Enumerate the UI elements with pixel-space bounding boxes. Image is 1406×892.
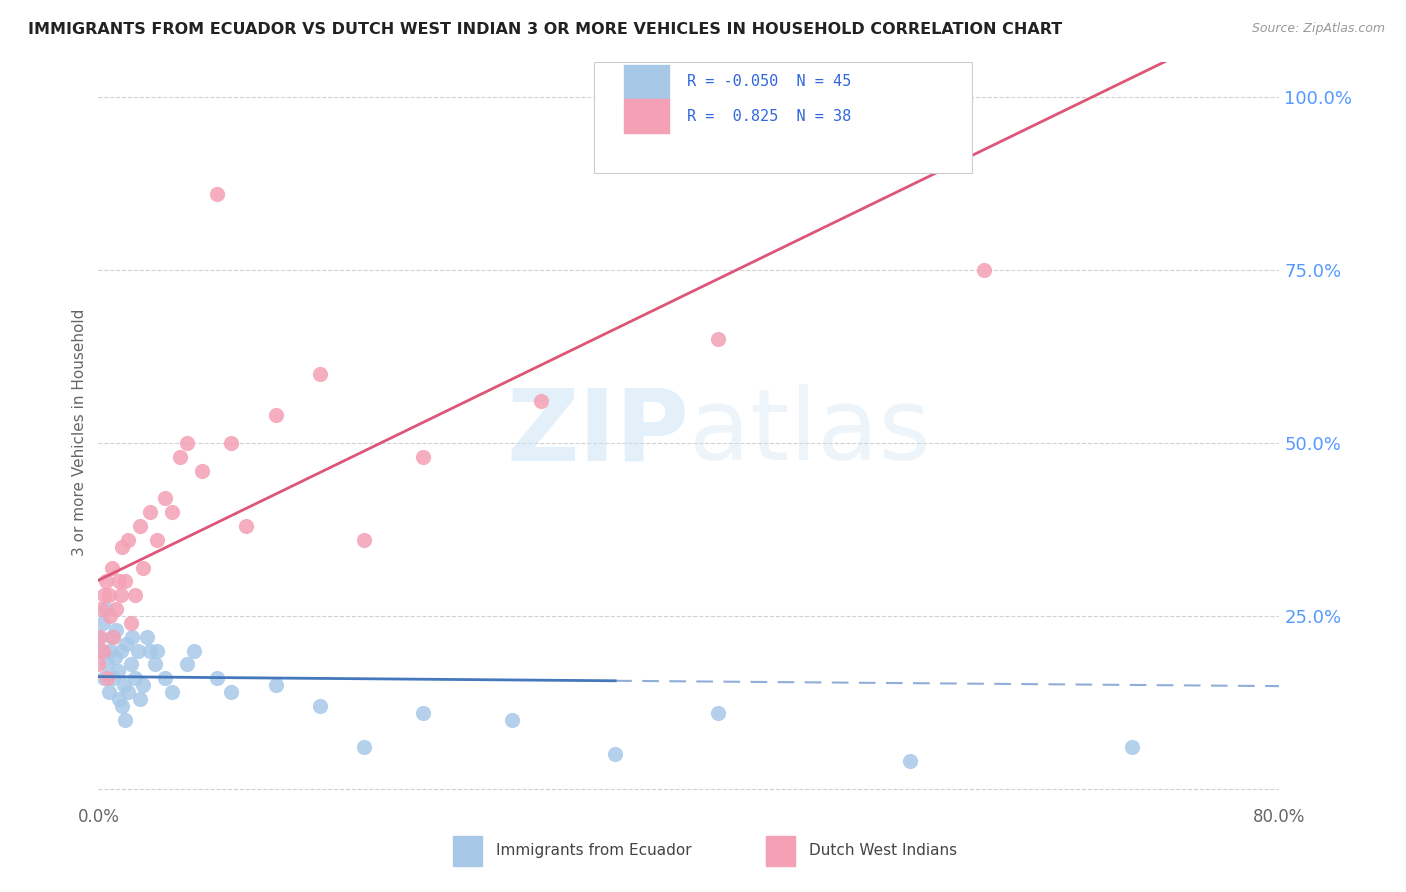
Bar (766, 836, 796, 866)
Point (605, 747, 627, 762)
Point (117, 685, 139, 699)
Point (103, 671, 125, 685)
Point (412, 706, 434, 720)
Point (136, 630, 159, 644)
Text: atlas: atlas (689, 384, 931, 481)
Point (176, 436, 198, 450)
Point (120, 657, 142, 672)
Point (96, 657, 118, 672)
Point (128, 519, 150, 533)
Point (91, 615, 114, 630)
Text: R = -0.050  N = 45: R = -0.050 N = 45 (686, 74, 851, 89)
Point (132, 678, 155, 692)
Point (146, 533, 169, 547)
Bar (453, 836, 482, 866)
Point (143, 657, 166, 672)
Point (973, 263, 995, 277)
Point (104, 650, 127, 665)
Point (110, 643, 132, 657)
Point (90, 602, 112, 616)
Point (97, 588, 120, 602)
Point (98, 643, 121, 657)
Point (115, 637, 138, 651)
Point (176, 657, 198, 672)
Point (309, 367, 332, 381)
Point (112, 678, 135, 692)
Text: Immigrants from Ecuador: Immigrants from Ecuador (496, 844, 692, 858)
Text: Dutch West Indians: Dutch West Indians (810, 844, 957, 858)
Point (169, 450, 191, 464)
Point (90, 643, 112, 657)
Point (97, 685, 120, 699)
Point (89, 630, 111, 644)
Bar (624, 64, 669, 98)
Point (120, 615, 142, 630)
Point (309, 698, 332, 713)
Text: R =  0.825  N = 38: R = 0.825 N = 38 (686, 109, 851, 124)
Point (132, 560, 155, 574)
Point (87, 630, 110, 644)
Point (707, 706, 730, 720)
Point (100, 630, 122, 644)
FancyBboxPatch shape (595, 62, 973, 173)
Point (121, 630, 143, 644)
Point (100, 560, 122, 574)
Point (124, 671, 146, 685)
Point (183, 643, 205, 657)
Text: IMMIGRANTS FROM ECUADOR VS DUTCH WEST INDIAN 3 OR MORE VEHICLES IN HOUSEHOLD COR: IMMIGRANTS FROM ECUADOR VS DUTCH WEST IN… (28, 22, 1063, 37)
Point (103, 630, 125, 644)
Point (353, 740, 375, 755)
Point (205, 186, 228, 201)
Point (153, 671, 176, 685)
Point (191, 464, 214, 478)
Point (264, 409, 287, 423)
Point (139, 505, 162, 519)
Point (93, 588, 115, 602)
Point (94, 574, 117, 589)
Point (221, 436, 243, 450)
Point (105, 602, 128, 616)
Point (107, 665, 129, 679)
Point (707, 332, 730, 346)
Point (900, 754, 922, 768)
Point (114, 574, 136, 589)
Point (128, 692, 150, 706)
Point (94, 602, 117, 616)
Point (412, 450, 434, 464)
Point (205, 671, 228, 685)
Point (162, 685, 183, 699)
Point (146, 643, 169, 657)
Point (501, 713, 523, 727)
Point (105, 623, 128, 637)
Point (264, 678, 287, 692)
Point (96, 671, 118, 685)
Point (127, 643, 149, 657)
Point (87, 657, 110, 672)
Point (108, 574, 131, 589)
Point (1121, 740, 1143, 755)
Bar (624, 99, 669, 133)
Point (98, 609, 121, 624)
Point (162, 505, 183, 519)
Text: ZIP: ZIP (506, 384, 689, 481)
Point (139, 643, 162, 657)
Point (91, 643, 114, 657)
Point (117, 533, 139, 547)
Point (110, 588, 132, 602)
Point (221, 685, 243, 699)
Point (111, 540, 134, 554)
Point (108, 692, 131, 706)
Point (153, 491, 176, 506)
Text: Source: ZipAtlas.com: Source: ZipAtlas.com (1251, 22, 1385, 36)
Point (353, 533, 375, 547)
Point (93, 671, 115, 685)
Point (114, 713, 136, 727)
Point (235, 519, 257, 533)
Point (530, 394, 553, 409)
Point (124, 588, 146, 602)
Y-axis label: 3 or more Vehicles in Household: 3 or more Vehicles in Household (72, 309, 87, 557)
Point (111, 698, 134, 713)
